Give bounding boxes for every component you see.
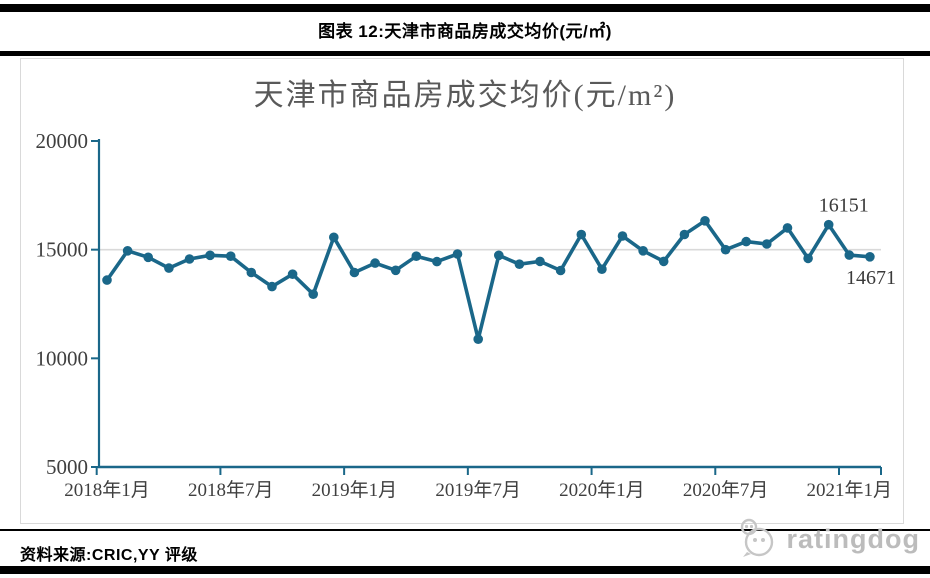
brand-name: ratingdog xyxy=(786,523,920,554)
figure-caption: 图表 12:天津市商品房成交均价(元/㎡) xyxy=(318,22,612,41)
ratingdog-icon xyxy=(740,518,773,557)
brand-logo: ratingdog xyxy=(734,518,920,560)
caption-rule xyxy=(0,51,930,56)
chart-container xyxy=(20,58,904,524)
data-source: 资料来源:CRIC,YY 评级 xyxy=(20,547,198,564)
footer-rule xyxy=(0,529,930,531)
chart-title: 天津市商品房成交均价(元/m²) xyxy=(253,79,677,112)
top-rule xyxy=(0,4,930,12)
bottom-rule xyxy=(0,566,930,574)
